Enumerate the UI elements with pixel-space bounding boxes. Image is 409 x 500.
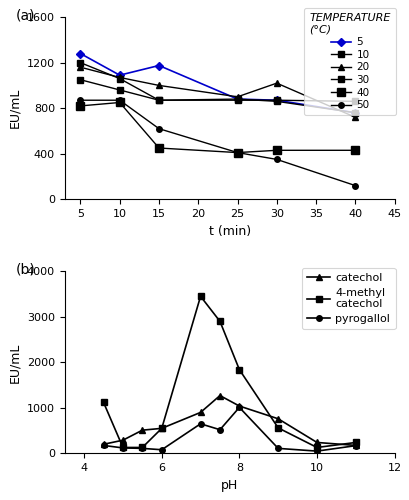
catechol — [120, 437, 125, 443]
4-methyl
catechol — [314, 444, 319, 450]
10 — [156, 97, 161, 103]
4-methyl
catechol — [198, 294, 202, 300]
4-methyl
catechol — [139, 444, 144, 450]
catechol — [159, 426, 164, 432]
catechol — [217, 392, 222, 398]
50 — [234, 150, 239, 156]
10 — [78, 60, 83, 66]
catechol — [353, 442, 357, 448]
30 — [352, 110, 357, 116]
Text: (a): (a) — [15, 8, 35, 22]
Line: 10: 10 — [77, 60, 357, 104]
catechol — [139, 427, 144, 433]
Y-axis label: EU/mL: EU/mL — [8, 342, 21, 382]
catechol — [101, 442, 106, 448]
pyrogallol — [353, 442, 357, 448]
pyrogallol — [236, 404, 241, 410]
40 — [117, 100, 122, 105]
X-axis label: t (min): t (min) — [208, 224, 250, 237]
pyrogallol — [217, 426, 222, 432]
pyrogallol — [101, 442, 106, 448]
Line: 5: 5 — [77, 51, 357, 116]
pyrogallol — [159, 446, 164, 452]
20 — [78, 64, 83, 70]
Legend: 5, 10, 20, 30, 40, 50: 5, 10, 20, 30, 40, 50 — [303, 8, 395, 116]
50 — [117, 97, 122, 103]
10 — [234, 97, 239, 103]
pyrogallol — [314, 448, 319, 454]
30 — [156, 97, 161, 103]
40 — [352, 148, 357, 154]
5 — [234, 96, 239, 102]
5 — [78, 50, 83, 56]
4-methyl
catechol — [101, 400, 106, 406]
Line: 4-methyl
catechol: 4-methyl catechol — [100, 293, 358, 451]
Legend: catechol, 4-methyl
catechol, pyrogallol: catechol, 4-methyl catechol, pyrogallol — [301, 268, 395, 330]
Line: catechol: catechol — [100, 392, 358, 449]
Line: 30: 30 — [77, 76, 358, 116]
30 — [117, 87, 122, 93]
5 — [352, 110, 357, 116]
pyrogallol — [139, 446, 144, 452]
pyrogallol — [198, 421, 202, 427]
catechol — [314, 440, 319, 446]
10 — [117, 76, 122, 82]
4-methyl
catechol — [275, 425, 280, 431]
20 — [274, 80, 279, 86]
Line: 40: 40 — [76, 98, 359, 156]
30 — [274, 98, 279, 104]
pyrogallol — [120, 445, 125, 451]
40 — [78, 103, 83, 109]
5 — [117, 72, 122, 78]
5 — [274, 97, 279, 103]
4-methyl
catechol — [159, 426, 164, 432]
4-methyl
catechol — [217, 318, 222, 324]
catechol — [275, 416, 280, 422]
4-methyl
catechol — [236, 366, 241, 372]
Line: 20: 20 — [77, 64, 358, 121]
10 — [352, 98, 357, 104]
40 — [234, 150, 239, 156]
pyrogallol — [275, 446, 280, 452]
10 — [274, 97, 279, 103]
Line: 50: 50 — [77, 98, 357, 188]
Y-axis label: EU/mL: EU/mL — [8, 88, 21, 128]
50 — [274, 156, 279, 162]
X-axis label: pH: pH — [220, 478, 238, 492]
20 — [352, 114, 357, 120]
20 — [156, 82, 161, 88]
50 — [352, 182, 357, 188]
20 — [234, 94, 239, 100]
catechol — [236, 403, 241, 409]
4-methyl
catechol — [353, 440, 357, 446]
5 — [156, 62, 161, 68]
30 — [78, 76, 83, 82]
40 — [274, 148, 279, 154]
20 — [117, 74, 122, 80]
Text: (b): (b) — [15, 262, 35, 276]
50 — [78, 97, 83, 103]
30 — [234, 96, 239, 102]
4-methyl
catechol — [120, 444, 125, 450]
40 — [156, 145, 161, 151]
50 — [156, 126, 161, 132]
Line: pyrogallol: pyrogallol — [101, 404, 358, 454]
catechol — [198, 410, 202, 416]
